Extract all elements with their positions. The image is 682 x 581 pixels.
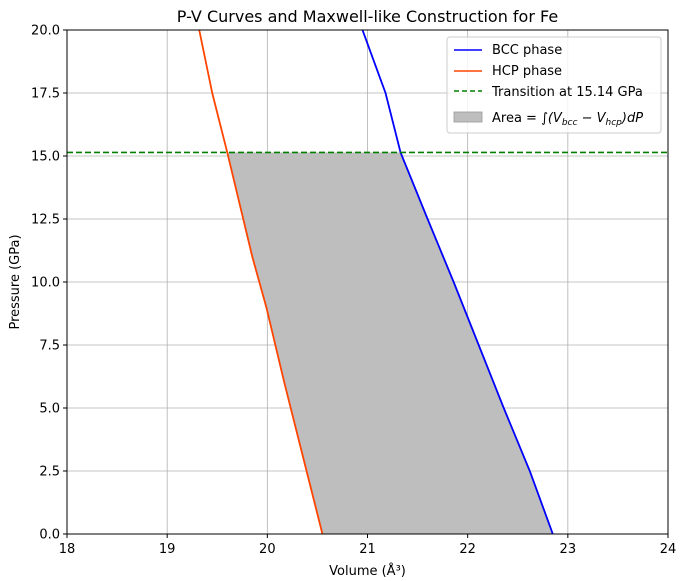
y-tick-label: 5.0 <box>39 402 60 417</box>
legend-box <box>446 36 662 134</box>
legend-label-area: Area = ∫(Vbcc − Vhcp)dP <box>492 111 643 128</box>
x-tick-label: 22 <box>459 542 476 557</box>
x-tick-label: 21 <box>359 542 376 557</box>
legend-label-hcp: HCP phase <box>492 64 562 79</box>
y-tick-label: 7.5 <box>39 339 60 354</box>
y-tick-label: 12.5 <box>31 213 60 228</box>
hcp-curve <box>198 30 324 534</box>
legend-label-transition: Transition at 15.14 GPa <box>491 85 643 100</box>
x-tick-label: 18 <box>59 542 76 557</box>
plot-area: 18 19 20 21 22 23 24 0.0 2.5 5.0 7.5 10.0 12.5 15.0 17… <box>31 24 676 558</box>
area-fill <box>227 152 553 535</box>
y-tick-label: 0.0 <box>39 528 60 543</box>
x-axis-label: Volume (Å³) <box>329 563 406 579</box>
legend-label-bcc: BCC phase <box>492 43 562 58</box>
y-tick-label: 2.5 <box>39 465 60 480</box>
y-tick-label: 10.0 <box>31 276 60 291</box>
x-tick-label: 24 <box>660 542 677 557</box>
chart-title: P-V Curves and Maxwell-like Construction… <box>177 7 558 26</box>
y-axis-label: Pressure (GPa) <box>8 234 23 329</box>
x-tick-label: 20 <box>259 542 276 557</box>
legend-swatch-area <box>453 111 483 123</box>
legend: BCC phase HCP phase Transition at 15.14 … <box>446 36 662 134</box>
bcc-curve <box>361 30 554 534</box>
y-tick-label: 17.5 <box>31 87 60 102</box>
x-tick-label: 19 <box>159 542 176 557</box>
y-tick-label: 20.0 <box>31 24 60 39</box>
y-tick-label: 15.0 <box>31 150 60 165</box>
x-tick-label: 23 <box>560 542 577 557</box>
